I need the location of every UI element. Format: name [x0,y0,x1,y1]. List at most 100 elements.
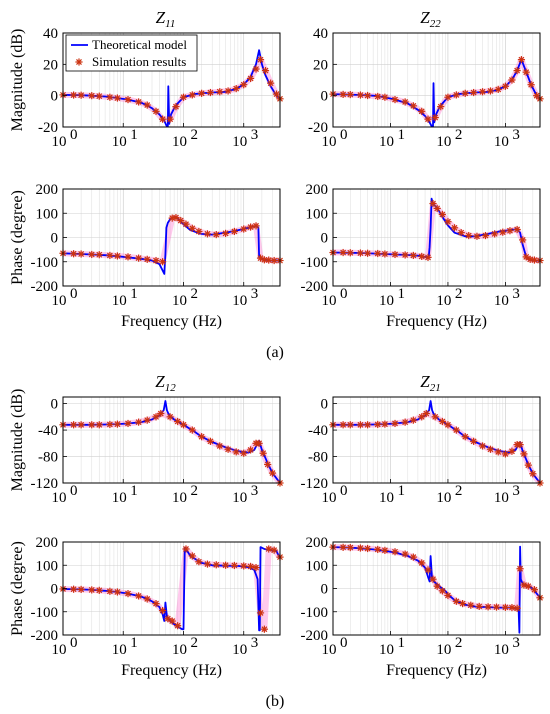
y-tick-label: 200 [306,535,329,551]
sim-point [259,449,267,457]
sim-point [261,67,270,75]
star-stroke [410,417,417,424]
star-stroke [174,418,181,425]
star-stroke [432,114,439,121]
star-stroke [240,226,247,232]
star-stroke [169,618,176,624]
x-axis-label: Frequency (Hz) [386,662,487,679]
y-tick-label: 0 [51,231,59,247]
sim-point [470,88,478,97]
sim-point [152,107,160,115]
sim-point [381,93,389,101]
sim-point [240,449,248,457]
x-tick-label: 10 [232,134,247,150]
x-tick-label: 10 [494,134,509,150]
x-tick-exponent: 3 [512,286,520,302]
x-tick-exponent: 3 [251,286,259,302]
star-stroke [135,255,142,262]
star-stroke [222,230,229,237]
sim-point [467,601,475,609]
star-stroke [204,230,211,237]
y-tick-label: 100 [36,558,59,574]
sim-point [429,199,437,208]
sim-point [391,95,399,104]
sim-point [444,218,452,226]
x-tick-exponent: 3 [251,635,259,651]
star-stroke [96,251,103,258]
star-stroke [518,56,525,63]
x-tick-label: 10 [172,134,187,150]
sim-point [135,98,143,106]
sim-point [158,606,167,615]
y-tick-label: 40 [313,26,328,42]
sim-point [491,230,499,238]
sim-point [478,442,487,450]
sim-point [418,559,426,567]
y-tick-label: -100 [301,605,329,621]
sim-point [424,253,432,261]
sim-point [252,563,260,572]
star-stroke [444,421,451,428]
star-stroke [183,546,189,552]
star-stroke [106,421,113,428]
star-stroke [364,250,371,257]
star-stroke [392,548,398,555]
sim-point [339,90,347,99]
x-tick-label: 10 [379,134,394,150]
star-stroke [167,116,174,123]
sim-point [216,442,224,450]
star-stroke [453,427,460,434]
star-stroke [164,615,171,622]
sim-point [240,225,248,233]
x-tick-label: 10 [494,490,509,506]
x-tick-label: 10 [172,293,187,309]
sim-point [246,74,255,83]
y-tick-label: 100 [36,206,59,222]
sim-point [494,448,502,456]
sim-point [265,545,273,553]
y-axis-label: Phase (degree) [9,190,26,285]
star-stroke [381,547,388,554]
x-tick-label: 10 [379,642,394,658]
star-stroke [434,583,441,590]
star-stroke [135,419,142,426]
star-stroke [479,443,486,449]
x-tick-exponent: 0 [340,127,348,143]
star-stroke [257,609,264,616]
sim-point [437,103,445,111]
star-stroke [144,596,151,602]
star-stroke [509,604,515,611]
star-stroke [198,90,205,97]
y-tick-label: -20 [38,120,58,136]
star-stroke [437,103,444,110]
star-stroke [264,461,271,468]
star-stroke [364,545,371,552]
sim-point [516,441,524,449]
star-stroke [340,544,347,551]
star-stroke [487,88,494,94]
caption-b: (b) [266,693,285,710]
y-tick-label: -120 [31,476,59,492]
x-tick-exponent: 0 [340,286,348,302]
y-tick-label: -100 [31,255,59,271]
sim-point [470,437,478,445]
x-tick-label: 10 [232,293,247,309]
star-stroke [153,600,159,607]
sim-point [459,600,467,608]
star-stroke [173,214,179,221]
sim-point [461,89,469,97]
y-tick-label: 0 [321,89,329,105]
star-stroke [507,227,513,234]
star-stroke [392,251,398,258]
sim-glow [333,544,540,612]
sim-point [346,90,354,99]
star-stroke [189,427,196,434]
star-stroke [78,421,85,428]
star-stroke [125,96,131,103]
sim-point [499,228,507,236]
sim-point [124,95,132,104]
star-stroke [213,561,220,568]
sim-point [88,92,96,100]
legend-box [65,34,198,72]
